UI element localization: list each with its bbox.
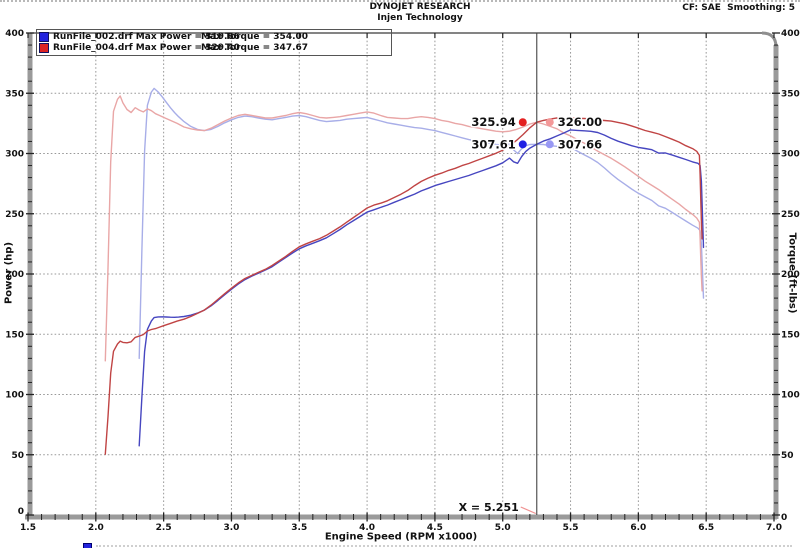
svg-text:5.0: 5.0 (495, 523, 511, 533)
run-color-swatch-red (39, 42, 49, 53)
cursor-readouts: 325.94 326.00 307.61 307.66 X = 5.251 (457, 114, 604, 516)
top-edge-dotted-line (0, 0, 800, 2)
legend-row-runfile-002[interactable]: RunFile_002.drf Max Power = 319.66 Max T… (39, 31, 391, 42)
legend-row-runfile-004[interactable]: RunFile_004.drf Max Power = 329.40 Max T… (39, 42, 391, 53)
torque-curve-runfile-002 (138, 87, 705, 360)
cursor-value-runfile-002-torque: 307.66 (558, 137, 602, 151)
cursor-value-runfile-002-power: 307.61 (471, 137, 515, 151)
rpm-axis-title: Engine Speed (RPM x1000) (324, 531, 478, 543)
svg-text:50: 50 (11, 451, 24, 461)
svg-text:0: 0 (781, 513, 787, 523)
legend-power-text: RunFile_004.drf Max Power = 329.40 (53, 42, 240, 53)
power-curve-runfile-002 (138, 129, 705, 447)
svg-text:6.0: 6.0 (630, 523, 646, 533)
legend-torque-text: Max Torque = 354.00 (201, 31, 309, 42)
cursor-marker-runfile-002-torque (545, 140, 554, 149)
svg-text:4.0: 4.0 (359, 523, 375, 533)
plot-frame (25, 31, 779, 520)
svg-text:350: 350 (5, 89, 24, 99)
svg-text:300: 300 (781, 150, 800, 160)
torque-axis-title: Torque (ft-lbs) (786, 232, 798, 314)
svg-text:6.5: 6.5 (698, 523, 714, 533)
svg-text:100: 100 (5, 391, 24, 401)
svg-text:3.5: 3.5 (291, 523, 307, 533)
svg-text:200: 200 (5, 270, 24, 280)
svg-text:1.5: 1.5 (20, 523, 36, 533)
svg-text:150: 150 (781, 330, 800, 340)
svg-text:150: 150 (5, 330, 24, 340)
cursor-x-label: X = 5.251 (459, 501, 519, 514)
shop-subtitle: Injen Technology (377, 13, 463, 23)
cursor-marker-runfile-002-power (518, 140, 527, 149)
cursor-value-runfile-004-power: 325.94 (471, 115, 515, 129)
svg-text:400: 400 (781, 29, 800, 39)
plot-header: DYNOJET RESEARCH Injen Technology (40, 2, 800, 24)
svg-text:3.0: 3.0 (223, 523, 239, 533)
svg-text:200: 200 (781, 270, 800, 280)
axis-ticks (26, 32, 780, 522)
run-legend: RunFile_002.drf Max Power = 319.66 Max T… (36, 29, 392, 56)
run-color-swatch-blue (39, 31, 49, 42)
cursor-value-runfile-004-torque: 326.00 (558, 115, 602, 129)
cursor-marker-runfile-004-power (518, 118, 527, 127)
cursor-label-leader (520, 506, 537, 515)
svg-text:0: 0 (18, 507, 24, 517)
svg-text:300: 300 (5, 150, 24, 160)
torque-curve-runfile-004 (104, 95, 703, 362)
gridlines (28, 33, 774, 515)
app-title: DYNOJET RESEARCH (369, 2, 471, 12)
axis-tick-labels: 1.5 2.0 2.5 3.0 3.5 4.0 4.5 5.0 5.5 6.0 6.5 7.0 50 50… (5, 29, 800, 533)
svg-text:2.5: 2.5 (156, 523, 172, 533)
dyno-curves (104, 87, 705, 455)
power-axis-title: Power (hp) (3, 241, 15, 305)
svg-text:400: 400 (5, 29, 24, 39)
svg-text:350: 350 (781, 89, 800, 99)
correction-smoothing-label: CF: SAE Smoothing: 5 (682, 3, 795, 13)
svg-text:100: 100 (781, 391, 800, 401)
legend-power-text: RunFile_002.drf Max Power = 319.66 (53, 31, 240, 42)
svg-text:2.0: 2.0 (88, 523, 104, 533)
legend-torque-text: Max Torque = 347.67 (201, 42, 309, 53)
svg-text:5.5: 5.5 (563, 523, 579, 533)
svg-text:250: 250 (5, 210, 24, 220)
cursor-marker-runfile-004-torque (545, 118, 554, 127)
next-legend-row-partial-line (96, 545, 792, 547)
next-run-swatch-partial[interactable] (83, 543, 92, 548)
svg-text:7.0: 7.0 (766, 523, 782, 533)
svg-text:50: 50 (781, 451, 794, 461)
power-curve-runfile-004 (104, 117, 703, 455)
svg-text:250: 250 (781, 210, 800, 220)
svg-text:4.5: 4.5 (427, 523, 443, 533)
